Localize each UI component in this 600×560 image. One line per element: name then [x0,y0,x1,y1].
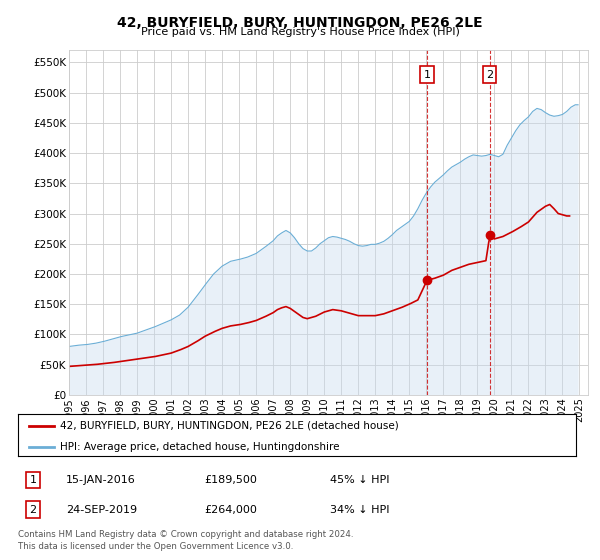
Text: Price paid vs. HM Land Registry's House Price Index (HPI): Price paid vs. HM Land Registry's House … [140,27,460,37]
Text: 2: 2 [29,505,37,515]
Text: £264,000: £264,000 [204,505,257,515]
Text: 34% ↓ HPI: 34% ↓ HPI [330,505,389,515]
Text: 24-SEP-2019: 24-SEP-2019 [66,505,137,515]
Text: 15-JAN-2016: 15-JAN-2016 [66,475,136,485]
Text: 2: 2 [486,69,493,80]
Text: 42, BURYFIELD, BURY, HUNTINGDON, PE26 2LE: 42, BURYFIELD, BURY, HUNTINGDON, PE26 2L… [117,16,483,30]
Text: 42, BURYFIELD, BURY, HUNTINGDON, PE26 2LE (detached house): 42, BURYFIELD, BURY, HUNTINGDON, PE26 2L… [60,421,398,431]
Text: 1: 1 [29,475,37,485]
Text: 1: 1 [424,69,431,80]
Text: £189,500: £189,500 [204,475,257,485]
Text: 45% ↓ HPI: 45% ↓ HPI [330,475,389,485]
Text: Contains HM Land Registry data © Crown copyright and database right 2024.: Contains HM Land Registry data © Crown c… [18,530,353,539]
Text: This data is licensed under the Open Government Licence v3.0.: This data is licensed under the Open Gov… [18,542,293,551]
Text: HPI: Average price, detached house, Huntingdonshire: HPI: Average price, detached house, Hunt… [60,442,340,452]
